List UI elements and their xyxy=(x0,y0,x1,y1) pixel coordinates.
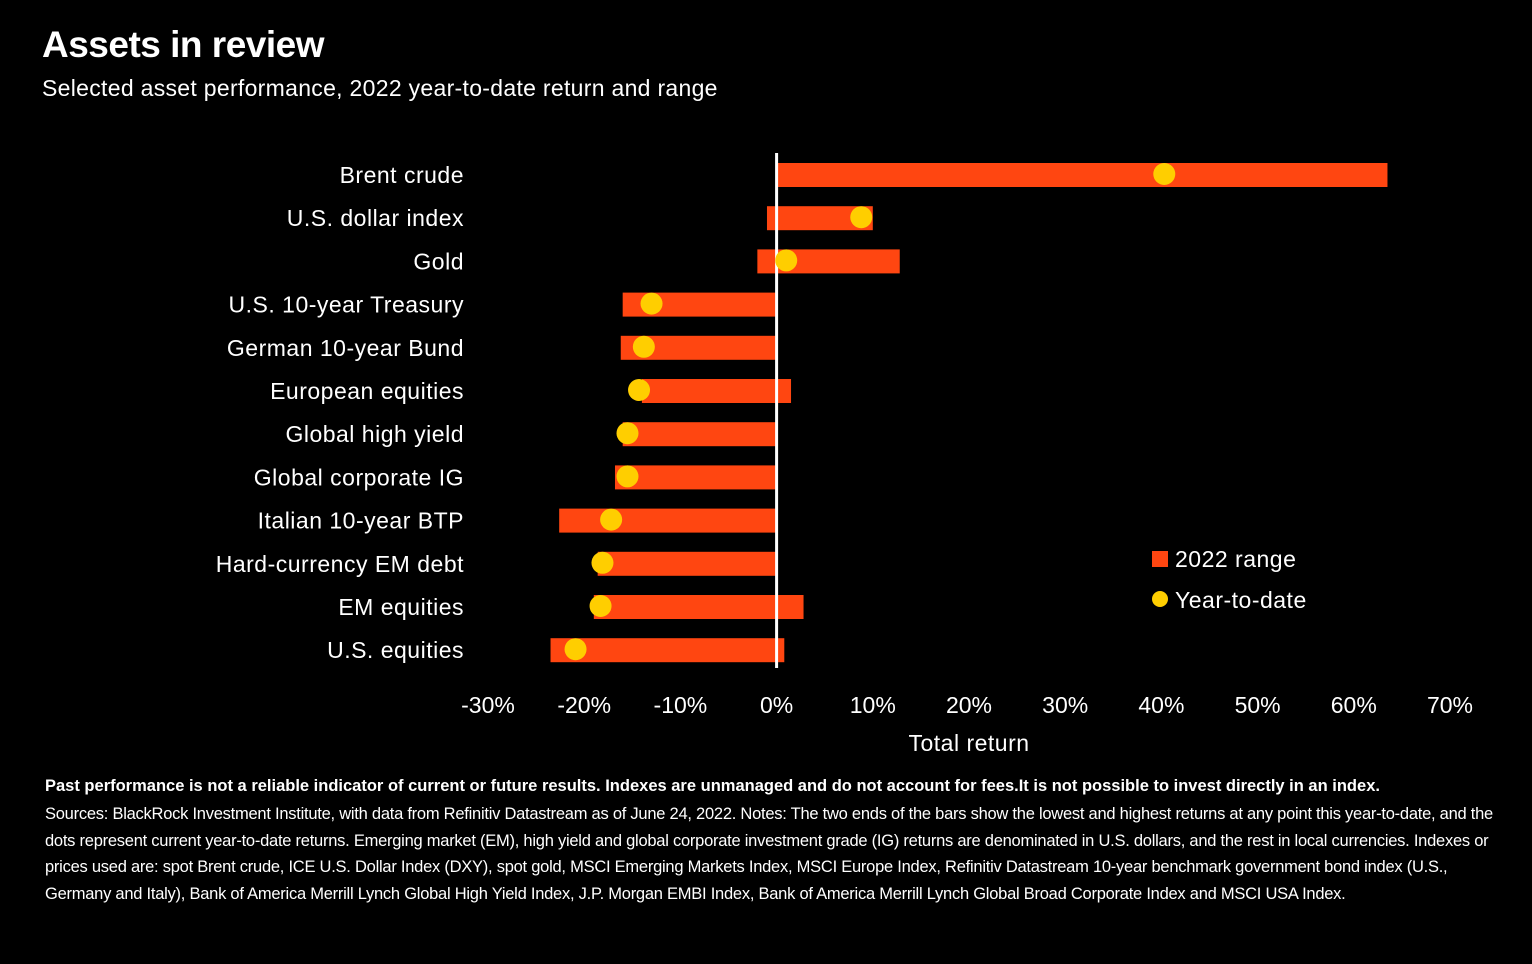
ytd-dot xyxy=(628,379,651,401)
legend-ytd-label: Year-to-date xyxy=(1175,587,1307,613)
ytd-dot xyxy=(775,249,798,272)
ytd-dot xyxy=(850,206,873,229)
category-label: Gold xyxy=(413,248,464,274)
ytd-dot xyxy=(564,638,587,661)
ytd-dot xyxy=(632,335,655,358)
x-tick-label: 20% xyxy=(946,692,992,718)
ytd-dot xyxy=(591,551,614,574)
category-label: Global high yield xyxy=(285,421,464,447)
ytd-dot xyxy=(616,465,639,488)
range-bar xyxy=(641,379,792,403)
range-bar xyxy=(614,465,777,490)
x-tick-label: -10% xyxy=(654,692,708,718)
ytd-dot xyxy=(1153,163,1176,185)
category-label: Brent crude xyxy=(340,162,464,188)
category-label: Hard-currency EM debt xyxy=(216,551,464,577)
ytd-dot xyxy=(640,292,663,315)
category-label: U.S. dollar index xyxy=(287,205,464,231)
category-label: Italian 10-year BTP xyxy=(258,508,464,534)
category-label: EM equities xyxy=(338,594,464,620)
footer: Past performance is not a reliable indic… xyxy=(45,775,1515,907)
legend: 2022 range Year-to-date xyxy=(1152,546,1307,613)
category-label: German 10-year Bund xyxy=(227,335,464,361)
range-bar xyxy=(622,422,777,447)
category-label: Global corporate IG xyxy=(254,464,464,490)
x-tick-label: 40% xyxy=(1138,692,1184,718)
chart-subtitle: Selected asset performance, 2022 year-to… xyxy=(42,75,718,101)
x-tick-label: 70% xyxy=(1427,692,1473,718)
x-tick-labels: -30% -20% -10% 0% 10% 20% 30% 40% 50% 60% 70% xyxy=(461,692,1473,718)
range-bar xyxy=(597,551,777,576)
ytd-dot xyxy=(589,595,612,617)
x-tick-label: 30% xyxy=(1042,692,1088,718)
range-bar xyxy=(593,595,804,619)
range-bar xyxy=(776,163,1388,187)
range-bar xyxy=(559,508,777,533)
range-chart: Brent crude U.S. dollar index Gold U.S. 10-… xyxy=(216,153,1473,756)
ytd-dot xyxy=(616,422,639,445)
x-tick-label: -20% xyxy=(557,692,611,718)
x-tick-label: 0% xyxy=(760,692,793,718)
x-axis-title: Total return xyxy=(908,730,1029,756)
sources-notes-text: Sources: BlackRock Investment Institute,… xyxy=(45,805,1493,903)
ytd-dots xyxy=(564,163,1176,661)
x-tick-label: 50% xyxy=(1235,692,1281,718)
x-tick-label: 10% xyxy=(850,692,896,718)
category-label: U.S. equities xyxy=(327,637,464,663)
range-bar xyxy=(550,638,785,663)
disclaimer-text: Past performance is not a reliable indic… xyxy=(45,777,1380,795)
ytd-dot xyxy=(600,508,623,531)
legend-range-swatch xyxy=(1152,551,1168,567)
chart-title: Assets in review xyxy=(42,24,324,65)
category-label: U.S. 10-year Treasury xyxy=(229,292,464,318)
x-tick-label: 60% xyxy=(1331,692,1377,718)
category-labels: Brent crude U.S. dollar index Gold U.S. 10-… xyxy=(216,162,464,663)
legend-range-label: 2022 range xyxy=(1175,546,1296,572)
legend-ytd-dot xyxy=(1152,591,1168,607)
category-label: European equities xyxy=(270,378,464,404)
x-tick-label: -30% xyxy=(461,692,515,718)
